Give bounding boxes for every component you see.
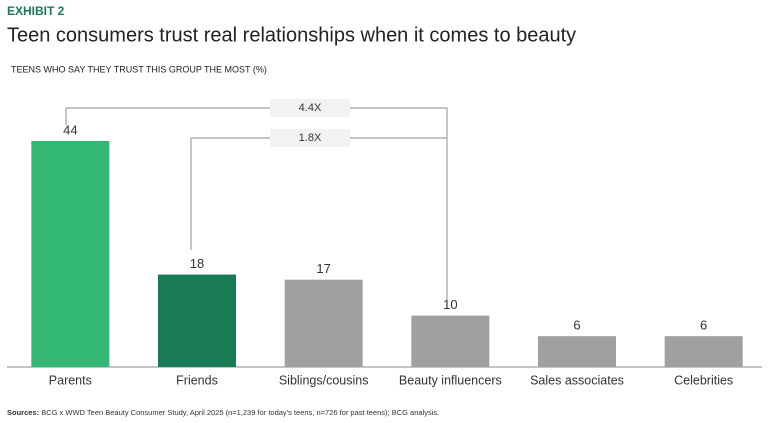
bar: [411, 315, 490, 367]
bar: [158, 274, 236, 367]
value-label: 6: [700, 318, 707, 333]
x-tick-label: Beauty influencers: [399, 373, 502, 387]
chart-title: Teen consumers trust real relationships …: [7, 24, 576, 46]
chart-subtitle: TEENS WHO SAY THEY TRUST THIS GROUP THE …: [11, 64, 267, 74]
bar: [31, 141, 110, 367]
value-label: 44: [63, 122, 77, 137]
bar: [538, 336, 616, 367]
annotation: 1.8X: [299, 132, 322, 144]
annotation-box: [270, 99, 350, 117]
value-label: 17: [316, 261, 330, 276]
bracket: [65, 107, 448, 300]
annotation: 4.4X: [299, 102, 322, 114]
value-label: 10: [443, 297, 457, 312]
source-text: BCG x WWD Teen Beauty Consumer Study, Ap…: [41, 408, 439, 417]
value-label: 6: [573, 318, 580, 333]
annotation-box: [270, 129, 350, 147]
x-tick-label: Sales associates: [530, 373, 624, 387]
bar: [664, 336, 743, 367]
x-tick-label: Friends: [176, 373, 218, 387]
bar: [284, 279, 363, 367]
exhibit-label: EXHIBIT 2: [7, 4, 65, 18]
x-tick-label: Parents: [49, 373, 92, 387]
x-tick-label: Siblings/cousins: [279, 373, 369, 387]
source: Sources: BCG x WWD Teen Beauty Consumer …: [7, 408, 439, 417]
source-label: Sources:: [7, 408, 39, 417]
bracket: [190, 137, 447, 250]
x-tick-label: Celebrities: [674, 373, 733, 387]
value-label: 18: [190, 256, 204, 271]
